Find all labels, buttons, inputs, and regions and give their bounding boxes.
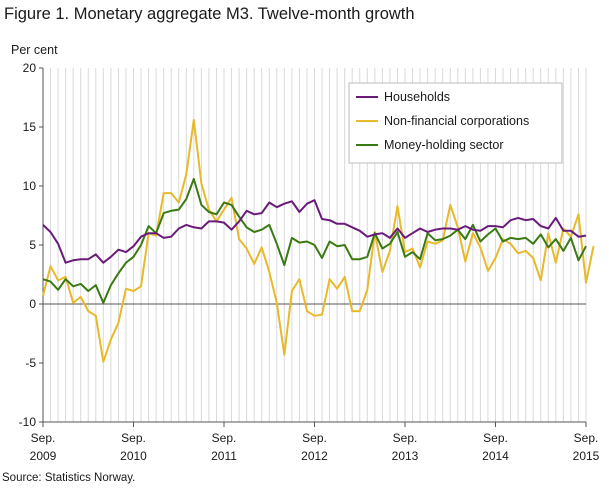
x-tick-label-year: 2013 (392, 449, 419, 463)
legend-label-money-holding-sector: Money-holding sector (384, 138, 504, 152)
legend-label-non-financial-corporations: Non-financial corporations (384, 114, 529, 128)
x-tick-label-month: Sep. (483, 431, 508, 445)
legend-box (348, 82, 563, 164)
x-tick-label-month: Sep. (31, 431, 56, 445)
x-tick-label-year: 2014 (482, 449, 509, 463)
grid (42, 68, 587, 422)
y-tick-label: 20 (23, 61, 37, 75)
x-tick-label-month: Sep. (212, 431, 237, 445)
x-tick-label-month: Sep. (393, 431, 418, 445)
x-tick-label-year: 2009 (30, 449, 57, 463)
y-tick-label: 10 (23, 179, 37, 193)
series-line-money-holding-sector (42, 177, 587, 304)
x-tick-label-month: Sep. (121, 431, 146, 445)
legend: Households Non-financial corporations Mone… (348, 82, 563, 164)
axes: 20151050-5-10Sep.2009Sep.2010Sep.2011Sep… (19, 61, 600, 463)
x-tick-label-year: 2012 (301, 449, 328, 463)
series-line-households (42, 199, 587, 264)
chart-title: Figure 1. Monetary aggregate M3. Twelve-… (4, 5, 415, 23)
y-tick-label: -10 (19, 415, 37, 429)
series-lines (42, 118, 595, 363)
y-tick-label: -5 (25, 356, 36, 370)
legend-label-households: Households (384, 90, 450, 104)
x-tick-label-year: 2010 (120, 449, 147, 463)
x-tick-label-month: Sep. (302, 431, 327, 445)
y-tick-label: 5 (29, 238, 36, 252)
x-tick-label-year: 2015 (573, 449, 600, 463)
y-tick-label: 15 (23, 120, 37, 134)
x-tick-label-year: 2011 (211, 449, 237, 463)
series-line-non-financial-corporations (42, 118, 595, 363)
source-note: Source: Statistics Norway. (2, 472, 136, 484)
y-axis-unit-label: Per cent (11, 43, 58, 57)
x-tick-label-month: Sep. (574, 431, 599, 445)
y-tick-label: 0 (29, 297, 36, 311)
